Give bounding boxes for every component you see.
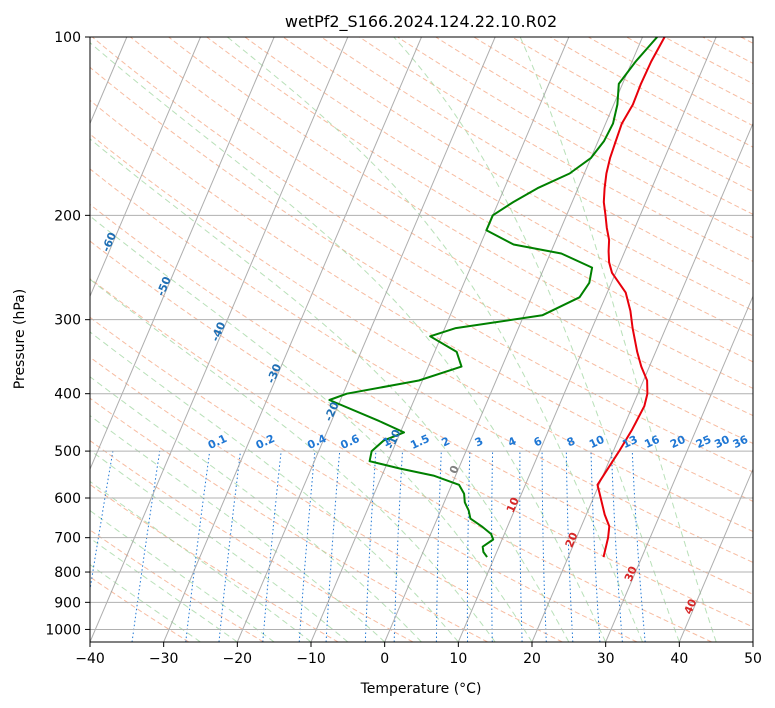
dry-adiabat <box>90 66 753 473</box>
y-tick-label: 200 <box>54 208 81 224</box>
x-tick-label: 20 <box>523 651 541 667</box>
dry-adiabat <box>90 440 414 642</box>
isotherm-line <box>384 37 643 642</box>
mixing-ratio-line <box>262 451 282 642</box>
isotherm-line <box>457 37 717 642</box>
isotherm-label: 30 <box>622 564 640 583</box>
x-tick-label: −30 <box>149 651 179 667</box>
mixing-ratio-label: 10 <box>587 433 607 451</box>
moist-adiabat <box>393 37 680 642</box>
moist-adiabat <box>227 37 643 642</box>
dry-adiabat <box>90 168 753 563</box>
mixing-ratio-line <box>90 451 114 593</box>
x-tick-label: −40 <box>75 651 105 667</box>
moist-adiabat <box>90 138 570 642</box>
moist-adiabat <box>90 537 238 642</box>
isotherm-line <box>90 37 201 298</box>
isotherm-line <box>678 467 753 642</box>
isotherm-line <box>236 37 496 642</box>
isotherm-line <box>90 37 275 471</box>
moist-adiabat <box>90 331 459 642</box>
y-tick-label: 900 <box>54 595 81 611</box>
plot-frame <box>89 36 754 643</box>
x-tick-label: −10 <box>296 651 326 667</box>
background-lines <box>90 37 753 642</box>
mixing-ratio-label: 36 <box>731 433 751 451</box>
profile-lines <box>328 37 666 558</box>
isotherm-label: 20 <box>563 530 581 549</box>
mixing-ratio-line <box>185 451 211 642</box>
y-tick-label: 1000 <box>45 622 81 638</box>
isotherm-line <box>310 37 570 642</box>
x-tick-label: 30 <box>597 651 615 667</box>
dry-adiabat <box>320 37 753 287</box>
x-tick-label: 50 <box>744 651 762 667</box>
y-tick-label: 400 <box>54 387 81 403</box>
mixing-ratio-line <box>631 451 646 642</box>
isotherm-line <box>163 37 422 642</box>
dry-adiabat <box>90 133 753 533</box>
y-tick-label: 500 <box>54 444 81 460</box>
mixing-ratio-label: 25 <box>694 433 713 451</box>
temperature-line <box>596 37 666 558</box>
isotherm-label: 10 <box>504 495 522 514</box>
mixing-ratio-label: 20 <box>668 433 688 451</box>
y-tick-label: 700 <box>54 531 81 547</box>
mixing-ratio-line <box>218 451 241 642</box>
moist-adiabat <box>90 509 275 642</box>
x-tick-label: −20 <box>223 651 253 667</box>
y-tick-label: 800 <box>54 565 81 581</box>
isotherm-line <box>531 122 753 642</box>
moist-adiabat <box>90 42 607 642</box>
dry-adiabat <box>206 37 753 363</box>
dry-adiabat <box>511 37 753 170</box>
x-axis-title: Temperature (°C) <box>360 681 482 697</box>
mixing-ratio-line <box>298 451 316 642</box>
moist-adiabat <box>90 278 496 642</box>
mixing-ratio-label: 16 <box>642 433 662 451</box>
dry-adiabat <box>90 529 264 642</box>
isotherm-label: 40 <box>682 597 700 616</box>
y-axis-title: Pressure (hPa) <box>12 289 28 389</box>
dry-adiabat <box>473 37 753 193</box>
dry-adiabat <box>90 203 753 595</box>
mixing-ratio-label: 30 <box>712 433 732 451</box>
plot-area <box>90 37 753 642</box>
x-tick-label: 10 <box>449 651 467 667</box>
moist-adiabat <box>90 415 386 642</box>
dry-adiabat <box>130 37 753 417</box>
mixing-ratio-label: 13 <box>620 433 639 451</box>
y-tick-label: 600 <box>54 491 81 507</box>
dry-adiabat <box>244 37 753 337</box>
dry-adiabat <box>90 278 712 642</box>
isotherm-line <box>90 37 349 642</box>
moist-adiabat <box>90 215 533 642</box>
dry-adiabat <box>359 37 753 262</box>
y-tick-label: 100 <box>54 30 81 46</box>
isotherm-line <box>605 295 753 642</box>
y-tick-label: 300 <box>54 313 81 329</box>
x-tick-label: 0 <box>380 651 389 667</box>
chart-title: wetPf2_S166.2024.124.22.10.R02 <box>285 12 557 32</box>
dewpoint-line <box>328 37 658 558</box>
x-tick-label: 40 <box>670 651 688 667</box>
axes: −40 −30 −20 −10 0 10 20 30 40 50 100 200 300 400 500 60… <box>45 30 762 667</box>
moist-adiabat <box>90 480 312 642</box>
moist-adiabat <box>90 564 201 642</box>
moist-adiabat <box>519 37 717 642</box>
dry-adiabat <box>90 240 753 628</box>
